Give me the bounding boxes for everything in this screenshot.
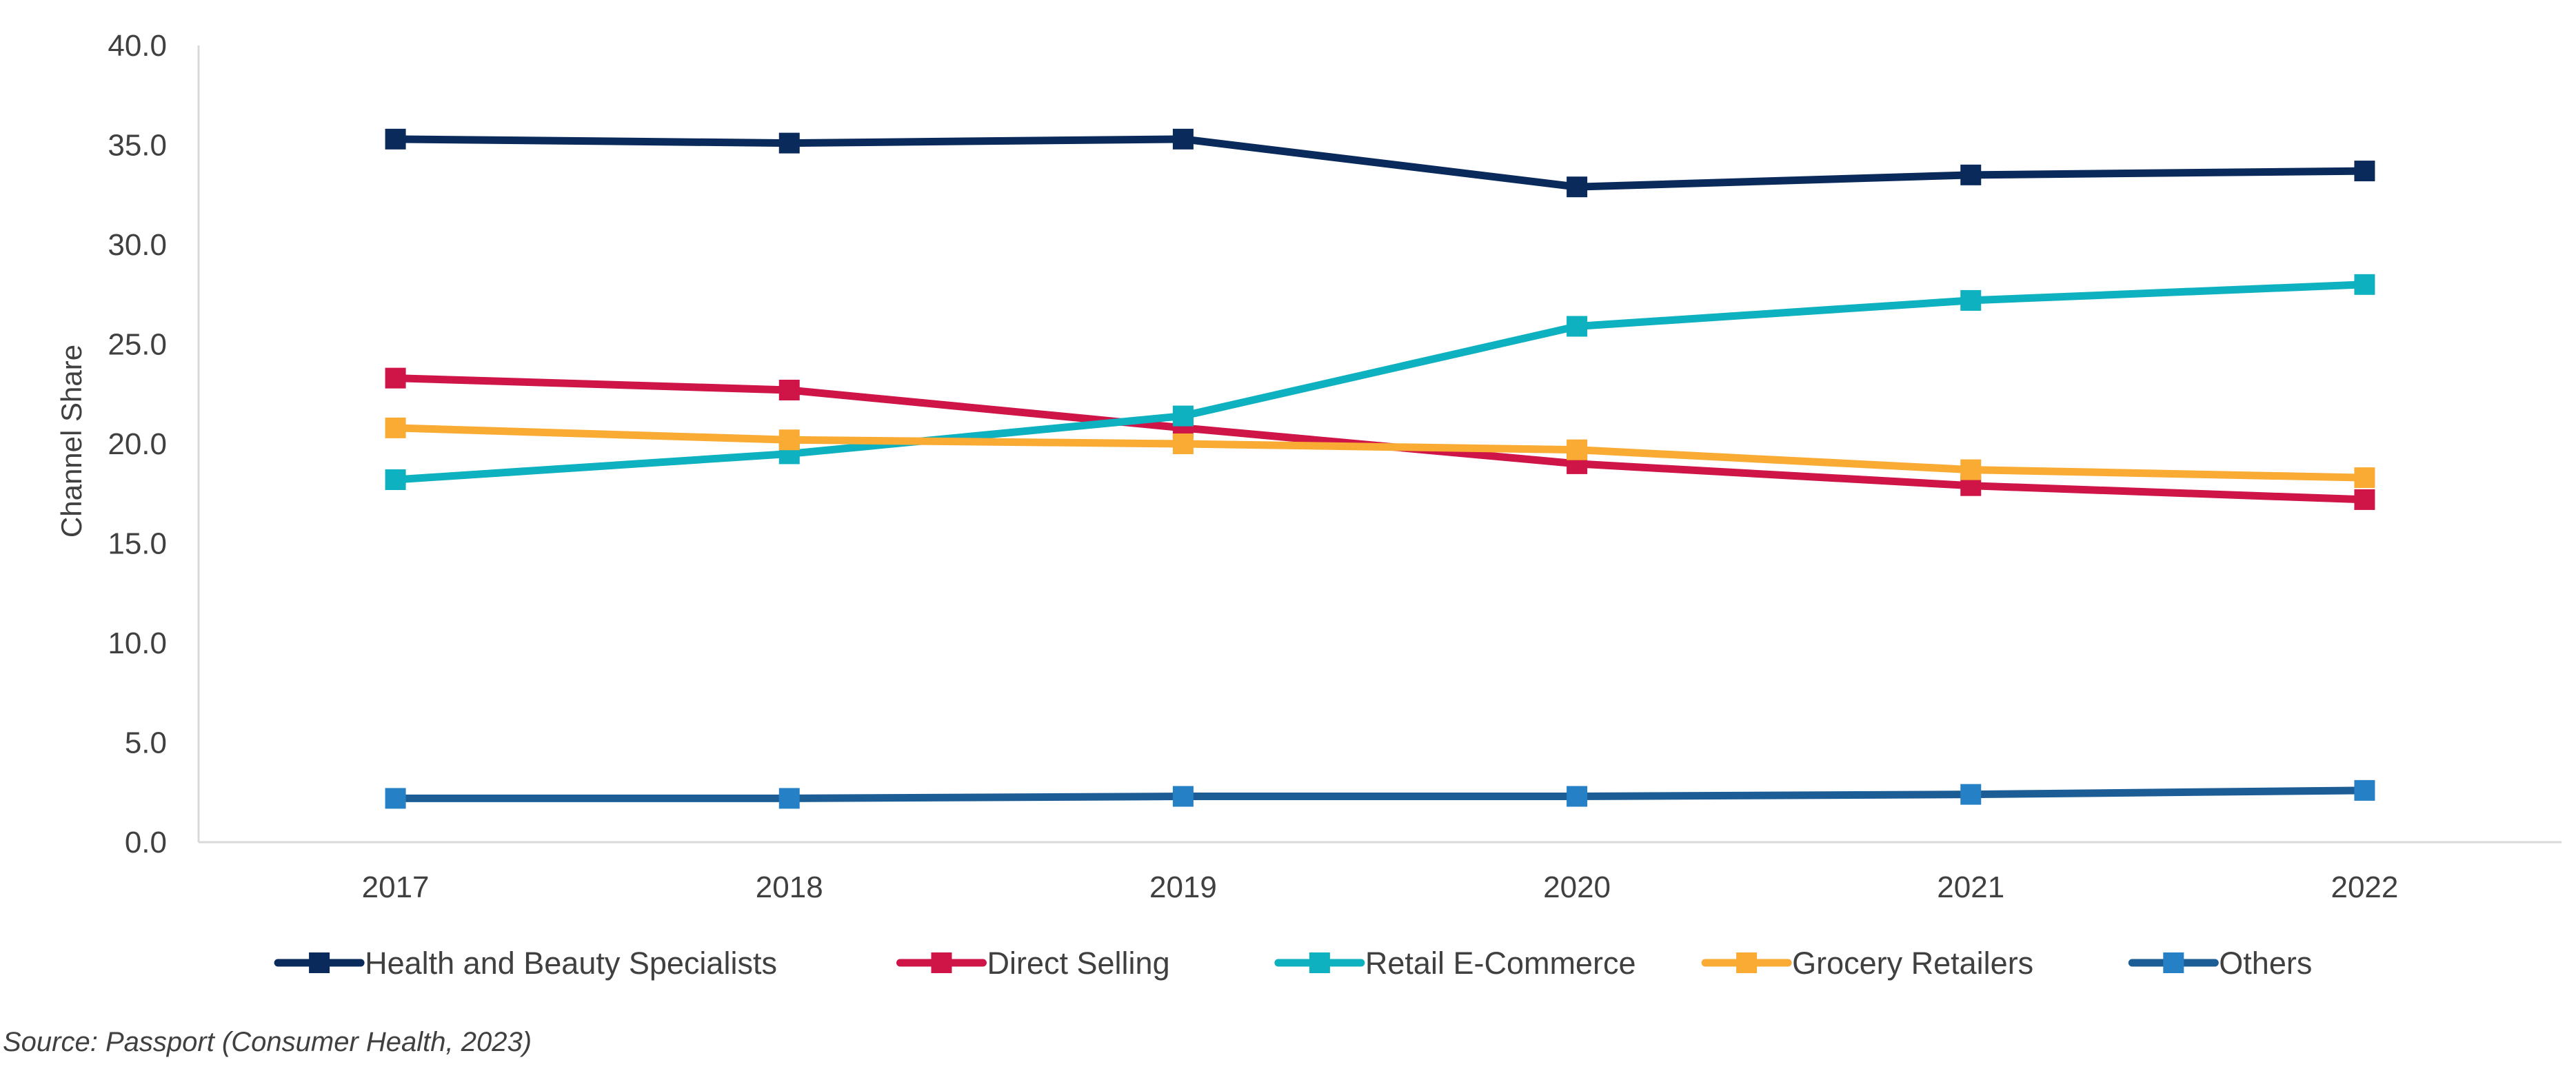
- legend-label: Health and Beauty Specialists: [365, 946, 777, 981]
- data-point: [385, 788, 406, 809]
- series-health-and-beauty-specialists: [385, 128, 2375, 198]
- data-point: [1567, 176, 1588, 198]
- y-tick-label: 15.0: [108, 527, 167, 561]
- legend-swatch-marker: [931, 952, 952, 973]
- legend-label: Retail E-Commerce: [1365, 946, 1636, 981]
- data-point: [1172, 786, 1194, 807]
- y-tick-label: 25.0: [108, 328, 167, 362]
- legend-swatch-marker: [1736, 952, 1758, 973]
- y-tick-label: 0.0: [125, 826, 167, 859]
- data-point: [1960, 784, 1982, 805]
- legend-label: Others: [2219, 946, 2312, 981]
- data-point: [1960, 289, 1982, 311]
- y-tick-labels: 0.0 5.0 10.0 15.0 20.0 25.0 30.0 35.0 40.0: [108, 29, 167, 859]
- x-tick-label: 2022: [2331, 870, 2398, 904]
- data-point: [2354, 779, 2375, 801]
- legend-label: Grocery Retailers: [1792, 946, 2033, 981]
- data-point: [2354, 274, 2375, 295]
- data-point: [1960, 164, 1982, 185]
- y-tick-label: 10.0: [108, 626, 167, 660]
- x-tick-label: 2017: [362, 870, 430, 904]
- series-line: [392, 424, 2368, 482]
- data-point: [778, 429, 800, 451]
- y-tick-label: 20.0: [108, 427, 167, 461]
- series-line: [392, 135, 2368, 191]
- series-retail-e-commerce: [385, 274, 2375, 491]
- legend-item: Others: [2128, 946, 2312, 981]
- x-tick-label: 2018: [756, 870, 823, 904]
- data-point: [1567, 786, 1588, 807]
- data-point: [385, 469, 406, 491]
- source-note: Source: Passport (Consumer Health, 2023): [3, 1027, 532, 1057]
- legend-item: Grocery Retailers: [1701, 946, 2033, 981]
- y-tick-label: 40.0: [108, 29, 167, 63]
- series-grocery-retailers: [385, 417, 2375, 489]
- legend-item: Retail E-Commerce: [1274, 946, 1636, 981]
- series-line: [392, 280, 2368, 484]
- data-point: [385, 417, 406, 438]
- series-others: [385, 779, 2375, 809]
- y-tick-label: 35.0: [108, 129, 167, 163]
- data-point: [385, 367, 406, 389]
- data-point: [1567, 439, 1588, 460]
- x-tick-labels: 2017 2018 2019 2020 2021 2022: [362, 870, 2399, 904]
- data-point: [1567, 316, 1588, 337]
- x-tick-label: 2020: [1543, 870, 1611, 904]
- y-tick-label: 5.0: [125, 726, 167, 760]
- series-line: [392, 786, 2368, 802]
- data-point: [1172, 405, 1194, 427]
- data-point: [778, 132, 800, 154]
- data-point: [778, 788, 800, 809]
- legend: Health and Beauty Specialists Direct Sell…: [274, 946, 2312, 981]
- data-point: [778, 379, 800, 400]
- data-point: [1960, 459, 1982, 480]
- data-point: [2354, 489, 2375, 510]
- data-point: [385, 128, 406, 150]
- legend-swatch-marker: [1309, 952, 1330, 973]
- y-axis-title: Channel Share: [55, 345, 88, 538]
- x-tick-label: 2019: [1149, 870, 1217, 904]
- data-point: [2354, 161, 2375, 182]
- x-tick-label: 2021: [1937, 870, 2004, 904]
- axes: [197, 45, 2562, 844]
- series-layer: [385, 128, 2375, 809]
- legend-swatch-marker: [2163, 952, 2184, 973]
- legend-label: Direct Selling: [987, 946, 1170, 981]
- legend-swatch-marker: [309, 952, 330, 973]
- y-tick-label: 30.0: [108, 228, 167, 262]
- legend-item: Health and Beauty Specialists: [274, 946, 777, 981]
- legend-item: Direct Selling: [896, 946, 1170, 981]
- data-point: [2354, 467, 2375, 489]
- data-point: [1172, 128, 1194, 150]
- data-point: [1172, 434, 1194, 454]
